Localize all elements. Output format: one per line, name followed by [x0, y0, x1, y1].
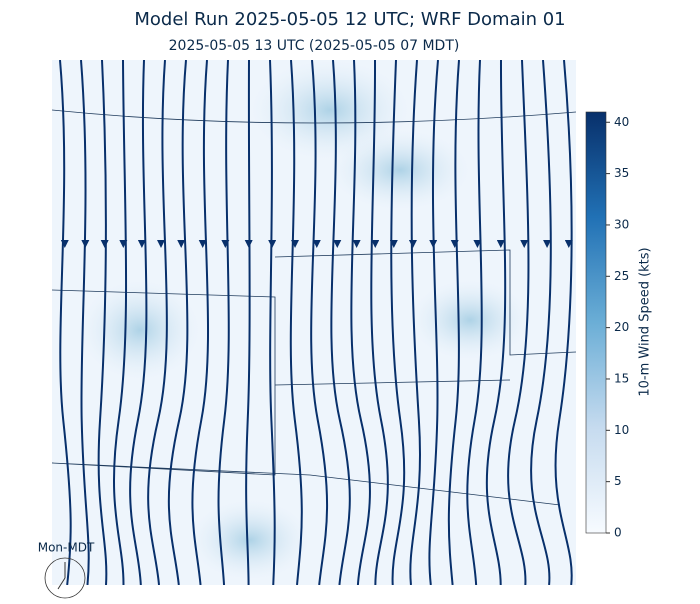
colorbar — [585, 111, 607, 534]
wind-area — [80, 280, 200, 380]
clock-hands — [57, 562, 66, 590]
wind-area — [410, 280, 530, 360]
clock-label: Mon-MDT — [38, 541, 95, 555]
colorbar-tick-label: 30 — [614, 217, 629, 231]
streamline — [97, 60, 108, 585]
streamline — [80, 60, 90, 585]
streamline — [147, 60, 168, 585]
streamline — [330, 60, 351, 585]
streamline — [310, 60, 329, 585]
colorbar-tick-label: 35 — [614, 166, 629, 180]
streamline — [269, 60, 276, 585]
streamline — [409, 60, 422, 585]
streamline — [370, 60, 389, 585]
colorbar-tick-label: 10 — [614, 423, 629, 437]
colorbar-tick-label: 40 — [614, 115, 629, 129]
streamline — [350, 60, 371, 585]
colorbar-tick-label: 5 — [614, 474, 622, 488]
streamline — [530, 60, 552, 585]
streamline — [466, 60, 483, 585]
streamline — [167, 60, 189, 585]
streamline — [217, 60, 230, 585]
wind-area — [330, 130, 470, 210]
colorbar-tick-label: 25 — [614, 269, 629, 283]
streamline — [129, 60, 148, 585]
colorbar-label: 10-m Wind Speed (kts) — [638, 247, 653, 396]
streamline — [245, 60, 251, 585]
clock — [44, 557, 86, 599]
streamline — [289, 60, 303, 585]
subtitle: 2025-05-05 13 UTC (2025-05-05 07 MDT) — [169, 38, 460, 54]
streamline — [59, 60, 72, 585]
title: Model Run 2025-05-05 12 UTC; WRF Domain … — [134, 9, 565, 30]
streamline — [428, 60, 439, 585]
streamline — [390, 60, 406, 585]
streamline — [485, 60, 507, 585]
streamline — [191, 60, 210, 585]
colorbar-tick-label: 0 — [614, 526, 622, 540]
colorbar-tick-label: 15 — [614, 371, 629, 385]
streamline — [554, 60, 573, 585]
borders — [52, 109, 576, 506]
streamline — [507, 60, 530, 585]
map — [52, 60, 576, 585]
colorbar-tick-label: 20 — [614, 320, 629, 334]
streamline — [447, 60, 460, 585]
wind-area — [190, 500, 310, 580]
streamline — [113, 60, 128, 585]
